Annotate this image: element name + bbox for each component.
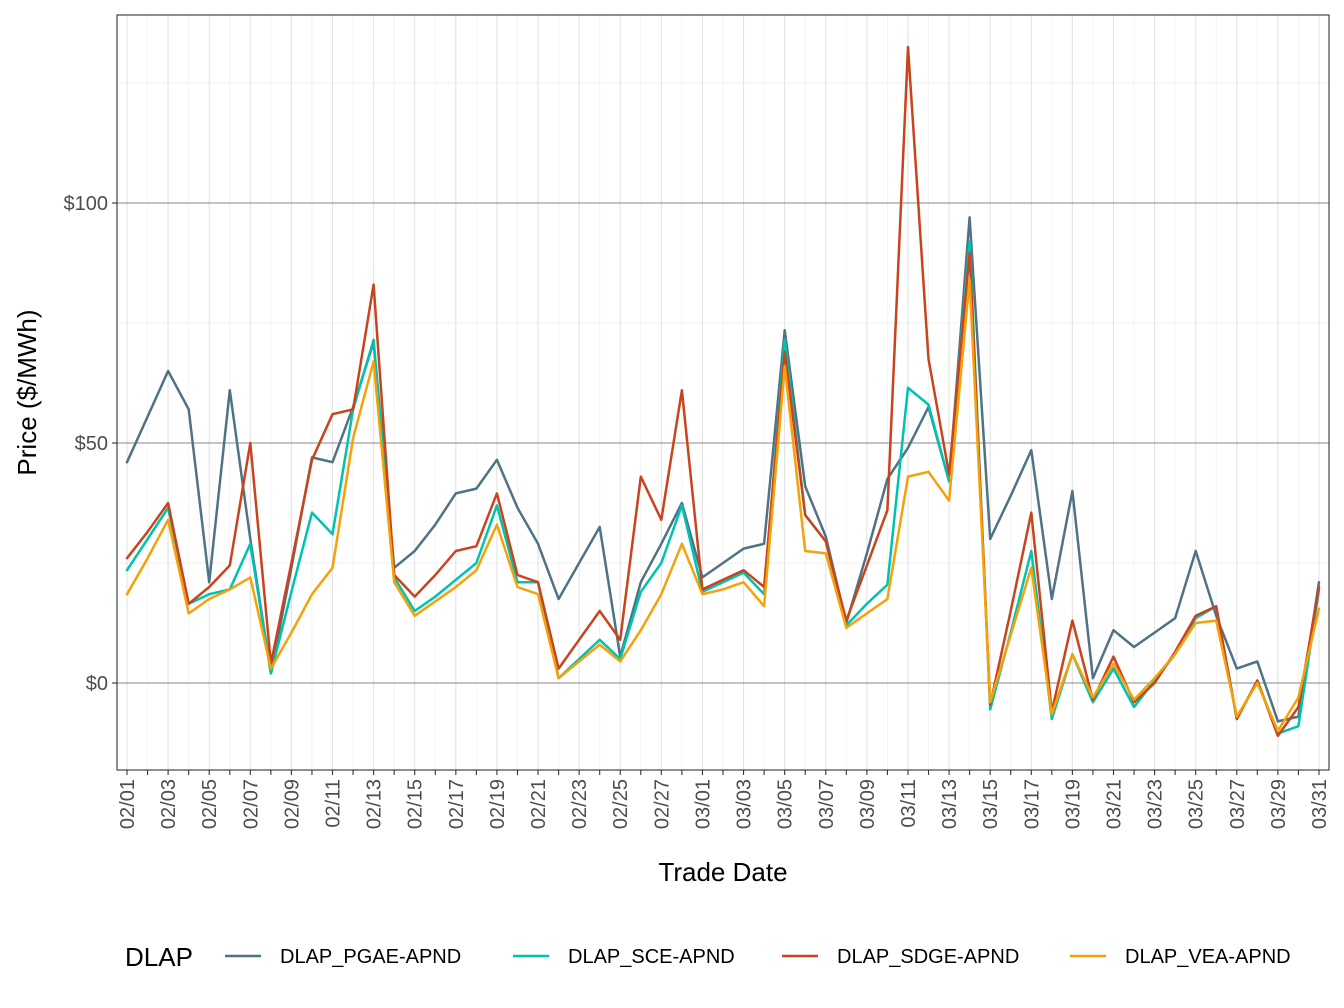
x-tick-label: 02/13	[364, 779, 386, 829]
x-tick-label: 02/23	[569, 779, 591, 829]
legend-label-2: DLAP_SCE-APND	[568, 946, 735, 968]
y-tick-label: $50	[75, 433, 108, 455]
x-tick-label: 03/23	[1145, 779, 1167, 829]
y-axis-title: Price ($/MWh)	[12, 309, 42, 475]
x-tick-label: 02/01	[117, 779, 139, 829]
x-tick-label: 02/19	[487, 779, 509, 829]
x-tick-label: 03/17	[1021, 779, 1043, 829]
x-tick-label: 02/05	[199, 779, 221, 829]
x-tick-label: 03/03	[734, 779, 756, 829]
x-tick-label: 03/25	[1186, 779, 1208, 829]
legend: DLAP DLAP_PGAE-APND DLAP_SCE-APND DLAP_SDG…	[125, 942, 1291, 972]
x-tick-label: 03/31	[1309, 779, 1331, 829]
x-tick-label: 02/27	[651, 779, 673, 829]
x-tick-label: 03/19	[1062, 779, 1084, 829]
series-line-1	[125, 216, 1321, 723]
legend-title: DLAP	[125, 942, 193, 972]
x-axis-title: Trade Date	[658, 857, 787, 887]
x-tick-label: 03/09	[857, 779, 879, 829]
x-tick-label: 02/17	[446, 779, 468, 829]
x-tick-label: 03/21	[1103, 779, 1125, 829]
x-tick-label: 02/25	[610, 779, 632, 829]
series-line-3	[125, 45, 1321, 738]
legend-label-1: DLAP_PGAE-APND	[280, 946, 461, 968]
y-tick-label: $100	[64, 193, 109, 215]
x-tick-label: 03/05	[775, 779, 797, 829]
major-gridlines	[117, 15, 1329, 770]
x-tick-label: 02/15	[405, 779, 427, 829]
series-line-2	[125, 240, 1321, 735]
series-lines	[125, 45, 1321, 738]
x-tick-label: 03/11	[898, 779, 920, 828]
x-tick-label: 03/07	[816, 779, 838, 829]
x-axis: 02/01 02/03 02/05 02/07 02/09 02/11 02/13 02/15…	[117, 770, 1331, 829]
minor-gridlines	[117, 15, 1329, 770]
series-line-4	[125, 278, 1321, 733]
x-tick-label: 03/29	[1268, 779, 1290, 829]
x-tick-label: 02/09	[281, 779, 303, 829]
legend-label-4: DLAP_VEA-APND	[1125, 946, 1291, 968]
x-tick-label: 02/07	[240, 779, 262, 829]
x-tick-label: 02/03	[158, 779, 180, 829]
x-tick-label: 03/01	[692, 779, 714, 829]
y-axis: $0 $50 $100	[64, 193, 117, 695]
legend-label-3: DLAP_SDGE-APND	[837, 946, 1019, 968]
x-tick-label: 03/27	[1227, 779, 1249, 829]
x-tick-label: 02/11	[323, 779, 345, 828]
x-tick-label: 03/15	[980, 779, 1002, 829]
y-tick-label: $0	[86, 673, 108, 695]
x-tick-label: 03/13	[939, 779, 961, 829]
x-tick-label: 02/21	[528, 779, 550, 829]
